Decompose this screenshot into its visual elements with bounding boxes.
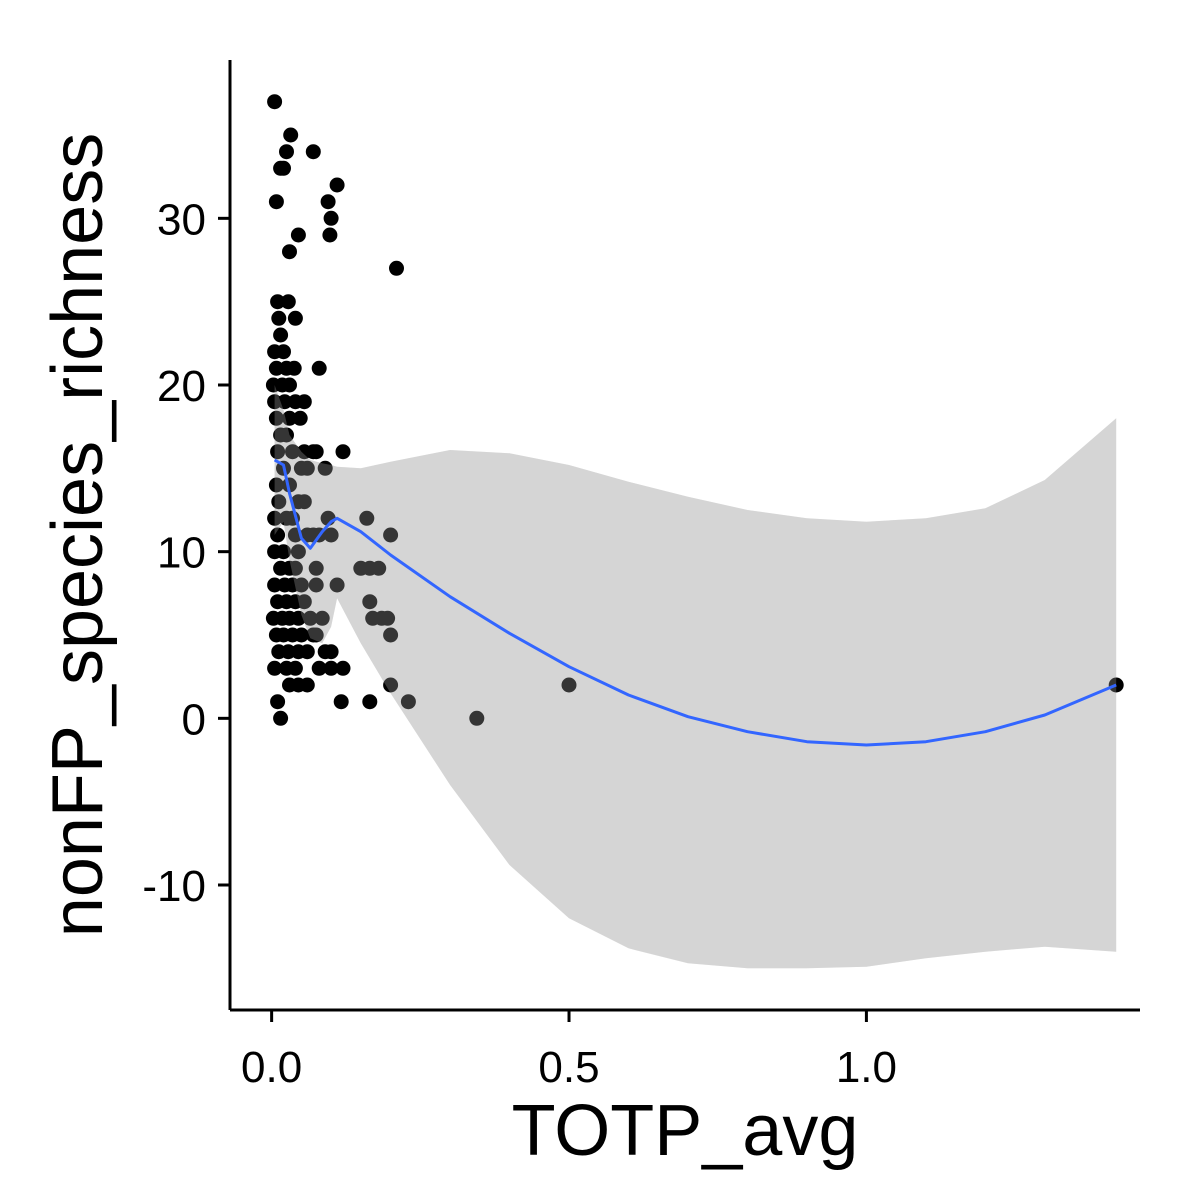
data-point: [267, 94, 283, 110]
data-point: [323, 527, 339, 543]
data-point: [389, 260, 404, 276]
data-point: [329, 577, 345, 593]
data-point: [270, 294, 286, 310]
data-point: [276, 544, 291, 560]
data-point: [290, 227, 306, 243]
data-point: [317, 460, 333, 476]
data-point: [277, 394, 293, 410]
data-point: [383, 677, 399, 693]
data-point: [290, 544, 306, 560]
data-point: [271, 310, 287, 326]
smooth-line: [273, 458, 1117, 747]
data-point: [283, 127, 299, 143]
data-point: [296, 494, 312, 510]
data-point: [302, 610, 318, 626]
x-tick-label: 1.0: [836, 1043, 897, 1092]
data-point: [320, 194, 336, 210]
data-point: [335, 444, 351, 460]
data-point: [273, 710, 289, 726]
data-point: [322, 227, 338, 243]
data-point: [296, 394, 312, 410]
data-point: [311, 660, 327, 676]
y-axis-title: nonFP_species_richness: [38, 133, 118, 937]
data-point: [279, 144, 294, 160]
data-point: [271, 494, 287, 510]
data-point: [273, 327, 289, 343]
data-point: [362, 694, 378, 710]
data-point: [323, 660, 339, 676]
data-point: [282, 410, 297, 426]
data-point: [333, 694, 349, 710]
data-point: [280, 294, 296, 310]
data-point: [299, 460, 315, 476]
data-point: [359, 510, 375, 526]
data-point: [323, 644, 339, 660]
data-point: [308, 560, 324, 576]
data-point: [335, 660, 351, 676]
confidence-band-layer: [274, 385, 1117, 969]
data-point: [287, 310, 303, 326]
data-point: [267, 510, 283, 526]
data-point: [270, 527, 286, 543]
data-point: [290, 610, 306, 626]
data-point: [308, 627, 324, 643]
data-point: [299, 677, 315, 693]
data-point: [561, 677, 577, 693]
confidence-band-overlay: [274, 385, 1117, 969]
data-point: [282, 244, 297, 260]
data-point: [383, 627, 399, 643]
data-point: [323, 210, 339, 226]
data-point: [276, 344, 291, 360]
data-point: [299, 644, 315, 660]
data-point: [267, 660, 283, 676]
data-point: [286, 360, 302, 376]
data-point: [296, 594, 312, 610]
data-point: [292, 410, 308, 426]
y-tick-label: -10: [142, 862, 206, 911]
data-point: [308, 444, 324, 460]
data-point: [311, 360, 327, 376]
data-point: [293, 627, 309, 643]
axes-layer: 0.0 0.5 1.0 -10 0 10 20 30: [142, 60, 1140, 1092]
data-point: [268, 194, 284, 210]
data-point: [400, 694, 416, 710]
data-point: [305, 144, 321, 160]
y-tick-label: 0: [182, 695, 206, 744]
data-point: [279, 427, 294, 443]
data-point: [329, 177, 345, 193]
data-point: [287, 560, 303, 576]
data-point: [314, 610, 330, 626]
x-axis-title: TOTP_avg: [512, 1091, 859, 1171]
data-point: [293, 577, 309, 593]
x-tick-label: 0.0: [241, 1043, 302, 1092]
data-point: [371, 560, 387, 576]
smooth-line-layer: [273, 458, 1117, 747]
data-point: [268, 477, 284, 493]
data-point: [469, 710, 485, 726]
y-tick-label: 30: [157, 195, 206, 244]
data-point: [287, 660, 303, 676]
confidence-band: [274, 385, 1117, 969]
data-point: [383, 527, 399, 543]
data-point: [362, 594, 378, 610]
data-point: [276, 160, 291, 176]
data-point: [282, 377, 297, 393]
data-point: [308, 577, 324, 593]
data-point: [380, 610, 396, 626]
x-tick-label: 0.5: [538, 1043, 599, 1092]
points-layer: [265, 94, 1124, 969]
data-point: [270, 694, 286, 710]
y-tick-label: 10: [157, 529, 206, 578]
data-point: [285, 444, 300, 460]
data-point: [270, 444, 286, 460]
y-tick-label: 20: [157, 362, 206, 411]
data-point: [268, 410, 284, 426]
